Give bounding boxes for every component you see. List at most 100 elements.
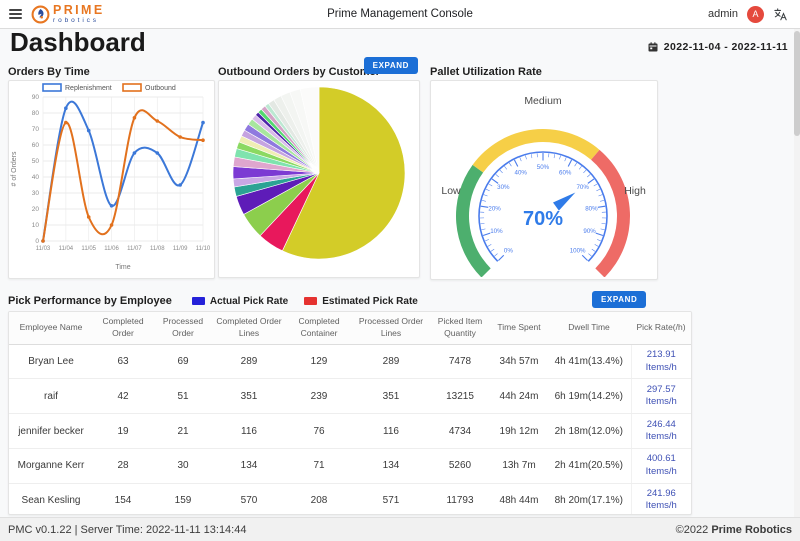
pallet-utilization-title: Pallet Utilization Rate <box>430 66 542 78</box>
svg-text:80%: 80% <box>585 205 598 212</box>
logo-subtitle: robotics <box>53 16 99 24</box>
column-header: Processed Order <box>153 312 213 345</box>
svg-text:90%: 90% <box>583 228 596 235</box>
user-name[interactable]: admin <box>708 8 738 20</box>
table-cell: 5260 <box>429 448 491 484</box>
svg-text:40: 40 <box>32 174 40 181</box>
svg-text:11/09: 11/09 <box>173 246 188 252</box>
table-cell: 44h 24m <box>491 378 547 415</box>
table-cell: 4734 <box>429 413 491 449</box>
outbound-pie-chart <box>232 86 406 260</box>
table-cell: raif <box>9 378 93 415</box>
table-cell: 19 <box>93 413 153 449</box>
outbound-orders-title: Outbound Orders by Customer <box>218 66 380 78</box>
pick-performance-title: Pick Performance by Employee <box>8 295 172 307</box>
svg-text:11/10: 11/10 <box>196 246 211 252</box>
footer-version-servertime: PMC v0.1.22 | Server Time: 2022-11-11 13… <box>8 523 247 536</box>
table-row: Morganne Kerr 28 30 134 71 134 5260 13h 7m 2h 41… <box>9 448 691 484</box>
table-cell: 71 <box>285 448 353 484</box>
column-header: Time Spent <box>491 312 547 345</box>
table-cell: 76 <box>285 413 353 449</box>
table-cell: 21 <box>153 413 213 449</box>
pallet-utilization-section: Pallet Utilization Rate 0% 10% 20% 30% 40% 50… <box>430 62 658 280</box>
actual-pick-rate-label: Actual Pick Rate <box>209 295 289 307</box>
brand-logo[interactable]: PRIME robotics <box>31 4 105 24</box>
table-cell: 351 <box>353 378 429 415</box>
app-title: Prime Management Console <box>327 8 473 20</box>
svg-text:Outbound: Outbound <box>145 85 176 92</box>
svg-text:60%: 60% <box>559 169 572 176</box>
table-cell: 13215 <box>429 378 491 415</box>
logo-text: PRIME robotics <box>53 4 105 24</box>
svg-text:80: 80 <box>32 110 40 117</box>
column-header: Picked Item Quantity <box>429 312 491 345</box>
pick-rate-cell: 400.61 Items/h <box>630 448 691 484</box>
table-cell: 570 <box>213 483 285 514</box>
column-header: Processed Order Lines <box>353 312 429 345</box>
svg-text:0%: 0% <box>504 248 513 255</box>
gauge-zone <box>472 129 600 173</box>
column-header: Completed Container <box>285 312 353 345</box>
pie-slice <box>299 86 320 174</box>
pick-performance-table: Employee Name Completed Order Processed Or… <box>9 312 691 514</box>
pie-slice <box>281 86 406 260</box>
outbound-expand-button[interactable]: EXPAND <box>363 57 418 74</box>
table-cell: 571 <box>353 483 429 514</box>
table-cell: 2h 18m(12.0%) <box>547 413 631 449</box>
page-title: Dashboard <box>10 27 146 57</box>
footer-brand: Prime Robotics <box>711 523 792 536</box>
pallet-gauge-chart: 0% 10% 20% 30% 40% 50% 60% 70% 80% 90% 100% Medium L… <box>441 95 646 277</box>
table-cell: 2h 41m(20.5%) <box>547 448 631 484</box>
orders-by-time-section: Orders By Time 0 10 20 30 40 50 60 70 80 90 11/03 1… <box>8 62 215 279</box>
svg-text:20: 20 <box>32 206 40 213</box>
svg-text:100%: 100% <box>570 248 586 255</box>
table-cell: 129 <box>285 344 353 380</box>
table-cell: 134 <box>353 448 429 484</box>
app-bar: PRIME robotics Prime Management Console … <box>0 0 800 29</box>
table-cell: 6h 19m(14.2%) <box>547 378 631 415</box>
translate-icon[interactable] <box>773 7 788 22</box>
pick-rate-cell: 297.57 Items/h <box>630 378 691 415</box>
table-cell: 8h 20m(17.1%) <box>547 483 631 514</box>
table-cell: 11793 <box>429 483 491 514</box>
appbar-right: admin A <box>708 5 788 23</box>
pallet-utilization-card: 0% 10% 20% 30% 40% 50% 60% 70% 80% 90% 100% Medium L… <box>430 80 658 280</box>
logo-icon <box>31 5 50 23</box>
pick-performance-table-card: Employee Name Completed Order Processed Or… <box>8 311 692 515</box>
scrollbar-thumb[interactable] <box>794 31 800 136</box>
outbound-orders-card <box>218 80 420 278</box>
footer-copyright: ©2022 Prime Robotics <box>675 523 792 536</box>
table-row: raif 42 51 351 239 351 13215 44h 24m 6h 19m(14.2… <box>9 378 691 415</box>
svg-text:Medium: Medium <box>524 95 562 107</box>
outbound-orders-section: Outbound Orders by Customer EXPAND <box>218 57 420 278</box>
svg-text:50: 50 <box>32 158 40 165</box>
table-cell: 28 <box>93 448 153 484</box>
orders-by-time-card: 0 10 20 30 40 50 60 70 80 90 11/03 11/04 11/05 11/06 1… <box>8 80 215 279</box>
table-cell: 289 <box>213 344 285 380</box>
table-header-row: Employee Name Completed Order Processed Or… <box>9 312 691 345</box>
orders-line-chart: 0 10 20 30 40 50 60 70 80 90 11/03 11/04 11/05 11/06 1… <box>11 83 211 271</box>
svg-text:30%: 30% <box>497 184 510 191</box>
table-cell: 48h 44m <box>491 483 547 514</box>
table-expand-button[interactable]: EXPAND <box>592 291 647 308</box>
table-cell: 63 <box>93 344 153 380</box>
scrollbar[interactable] <box>794 28 800 517</box>
svg-text:High: High <box>624 185 646 197</box>
pick-performance-header: Pick Performance by Employee Actual Pick… <box>8 291 690 310</box>
menu-icon[interactable] <box>9 8 22 20</box>
svg-text:# of Orders: # of Orders <box>11 151 18 187</box>
avatar[interactable]: A <box>747 5 764 23</box>
logo-brand: PRIME <box>53 3 105 17</box>
table-cell: 13h 7m <box>491 448 547 484</box>
date-range-value: 2022-11-04 - 2022-11-11 <box>663 41 788 53</box>
table-cell: Morganne Kerr <box>9 448 93 484</box>
table-row: jennifer becker 19 21 116 76 116 4734 19h 12m 2h… <box>9 413 691 449</box>
table-cell: 19h 12m <box>491 413 547 449</box>
table-cell: 154 <box>93 483 153 514</box>
date-range-picker[interactable]: 2022-11-04 - 2022-11-11 <box>647 41 788 53</box>
table-cell: Bryan Lee <box>9 344 93 380</box>
column-header: Completed Order <box>93 312 153 345</box>
table-cell: 239 <box>285 378 353 415</box>
table-cell: 4h 41m(13.4%) <box>547 344 631 380</box>
footer: PMC v0.1.22 | Server Time: 2022-11-11 13… <box>0 517 800 541</box>
